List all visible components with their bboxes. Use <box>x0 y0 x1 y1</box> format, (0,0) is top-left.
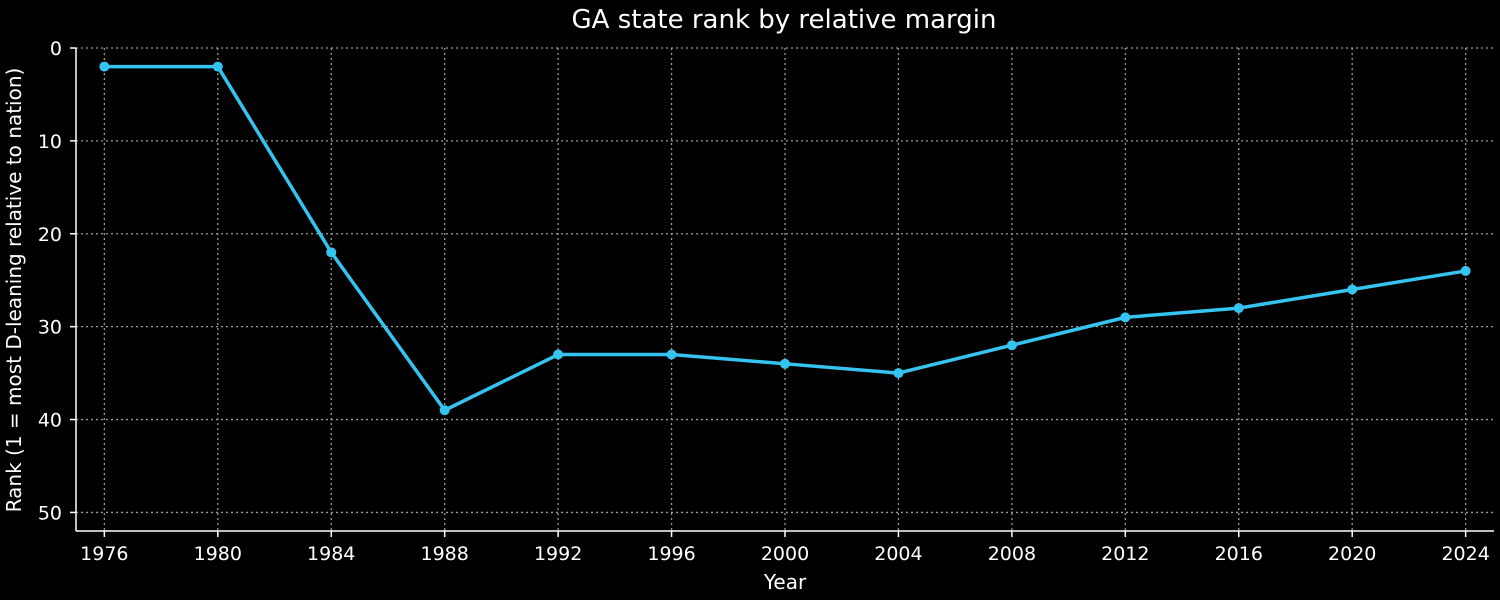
x-tick-label-1988: 1988 <box>421 543 469 565</box>
x-tick-label-2016: 2016 <box>1215 543 1263 565</box>
grid-lines <box>76 47 1494 531</box>
data-point-1992 <box>553 349 564 360</box>
chart-title: GA state rank by relative margin <box>572 5 997 35</box>
x-tick-label-2020: 2020 <box>1328 543 1376 565</box>
x-tick-label-1976: 1976 <box>80 543 128 565</box>
y-axis-label: Rank (1 = most D-leaning relative to nat… <box>2 68 26 513</box>
x-tick-label-1996: 1996 <box>647 543 695 565</box>
x-tick-label-1992: 1992 <box>534 543 582 565</box>
y-tick-label-20: 20 <box>38 224 62 246</box>
data-point-2000 <box>780 358 790 369</box>
x-tick-label-2004: 2004 <box>874 543 922 565</box>
x-tick-label-2012: 2012 <box>1101 543 1149 565</box>
tick-labels: 1976 1980 1984 1988 1992 1996 2000 2004 2008 2012… <box>38 38 1490 565</box>
y-tick-label-50: 50 <box>38 502 62 524</box>
y-tick-label-0: 0 <box>50 38 62 60</box>
series <box>99 61 1471 416</box>
y-tick-label-30: 30 <box>38 317 62 339</box>
y-tick-label-40: 40 <box>38 410 62 432</box>
data-point-2008 <box>1006 340 1017 351</box>
data-point-2012 <box>1120 312 1131 323</box>
x-tick-label-2000: 2000 <box>761 543 809 565</box>
data-point-1988 <box>439 405 450 416</box>
data-point-1984 <box>326 247 337 258</box>
x-tick-label-2024: 2024 <box>1441 543 1489 565</box>
data-point-2024 <box>1460 265 1471 276</box>
x-axis-label: Year <box>763 570 807 594</box>
x-tick-label-2008: 2008 <box>988 543 1036 565</box>
axes <box>70 47 1494 537</box>
data-point-2004 <box>893 368 904 379</box>
data-point-1976 <box>99 61 110 72</box>
data-point-2020 <box>1347 284 1358 295</box>
x-tick-label-1984: 1984 <box>307 543 355 565</box>
data-point-1996 <box>666 349 677 360</box>
y-tick-label-10: 10 <box>38 131 62 153</box>
data-point-1980 <box>212 61 223 72</box>
data-point-2016 <box>1233 303 1244 314</box>
x-tick-label-1980: 1980 <box>194 543 242 565</box>
